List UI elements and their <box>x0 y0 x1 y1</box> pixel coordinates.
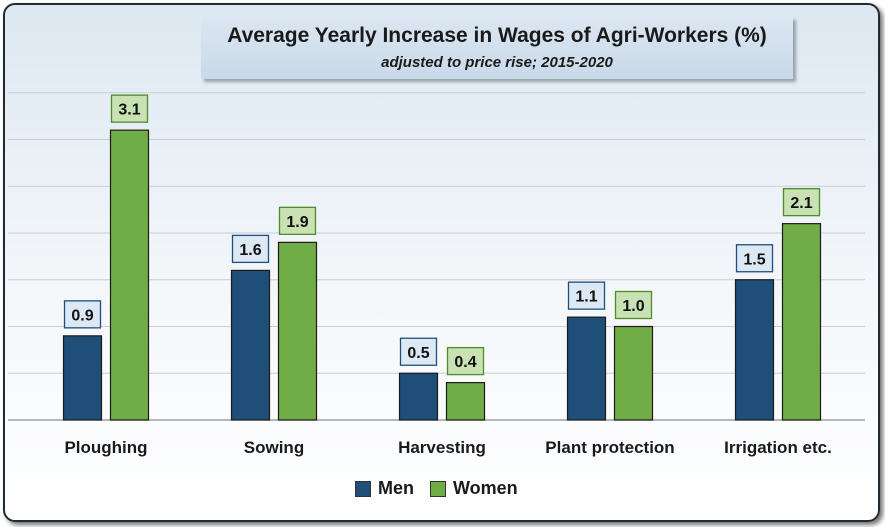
bar-men-3 <box>566 316 607 421</box>
bar-women-1 <box>277 241 318 421</box>
data-label-box <box>446 346 485 376</box>
bar-women-0 <box>109 129 150 421</box>
data-label: 1.6 <box>239 242 261 259</box>
data-label: 1.5 <box>743 251 765 268</box>
bar-women-2 <box>445 382 486 421</box>
legend-item-men: Men <box>355 478 414 499</box>
data-label-box <box>278 206 317 236</box>
legend-label-women: Women <box>453 478 518 498</box>
chart-frame: Average Yearly Increase in Wages of Agri… <box>3 3 880 522</box>
category-label: Plant protection <box>545 438 674 457</box>
data-label-box <box>782 187 821 217</box>
bar-men-4 <box>734 279 775 421</box>
data-label: 2.1 <box>790 195 812 212</box>
data-label-box <box>399 337 438 366</box>
category-label: Irrigation etc. <box>724 438 832 457</box>
category-label: Ploughing <box>64 438 147 457</box>
data-label-box <box>614 290 653 320</box>
data-label: 1.9 <box>286 214 308 231</box>
bar-women-4 <box>781 223 822 421</box>
data-label-box <box>63 300 102 329</box>
data-label: 1.0 <box>622 298 644 315</box>
data-label: 0.4 <box>454 354 476 371</box>
category-label: Sowing <box>244 438 304 457</box>
data-label: 3.1 <box>118 102 140 119</box>
data-label-box <box>231 234 270 264</box>
legend-swatch-men <box>355 480 371 497</box>
category-label: Harvesting <box>398 438 486 457</box>
legend-swatch-women <box>430 480 446 497</box>
data-label-box <box>735 244 774 273</box>
legend: Men Women <box>355 478 526 499</box>
chart-subtitle: adjusted to price rise; 2015-2020 <box>381 54 613 71</box>
data-label: 0.9 <box>71 307 93 324</box>
bar-men-0 <box>62 335 103 421</box>
chart-title: Average Yearly Increase in Wages of Agri… <box>227 24 767 47</box>
data-label: 0.5 <box>407 345 429 362</box>
data-label-box <box>567 281 606 310</box>
bar-men-1 <box>230 269 271 421</box>
bar-women-3 <box>613 325 654 421</box>
legend-label-men: Men <box>378 478 414 498</box>
legend-item-women: Women <box>430 478 518 499</box>
data-label-box <box>110 94 149 123</box>
bar-men-2 <box>398 372 439 421</box>
data-label: 1.1 <box>575 289 597 306</box>
title-box: Average Yearly Increase in Wages of Agri… <box>201 17 793 79</box>
